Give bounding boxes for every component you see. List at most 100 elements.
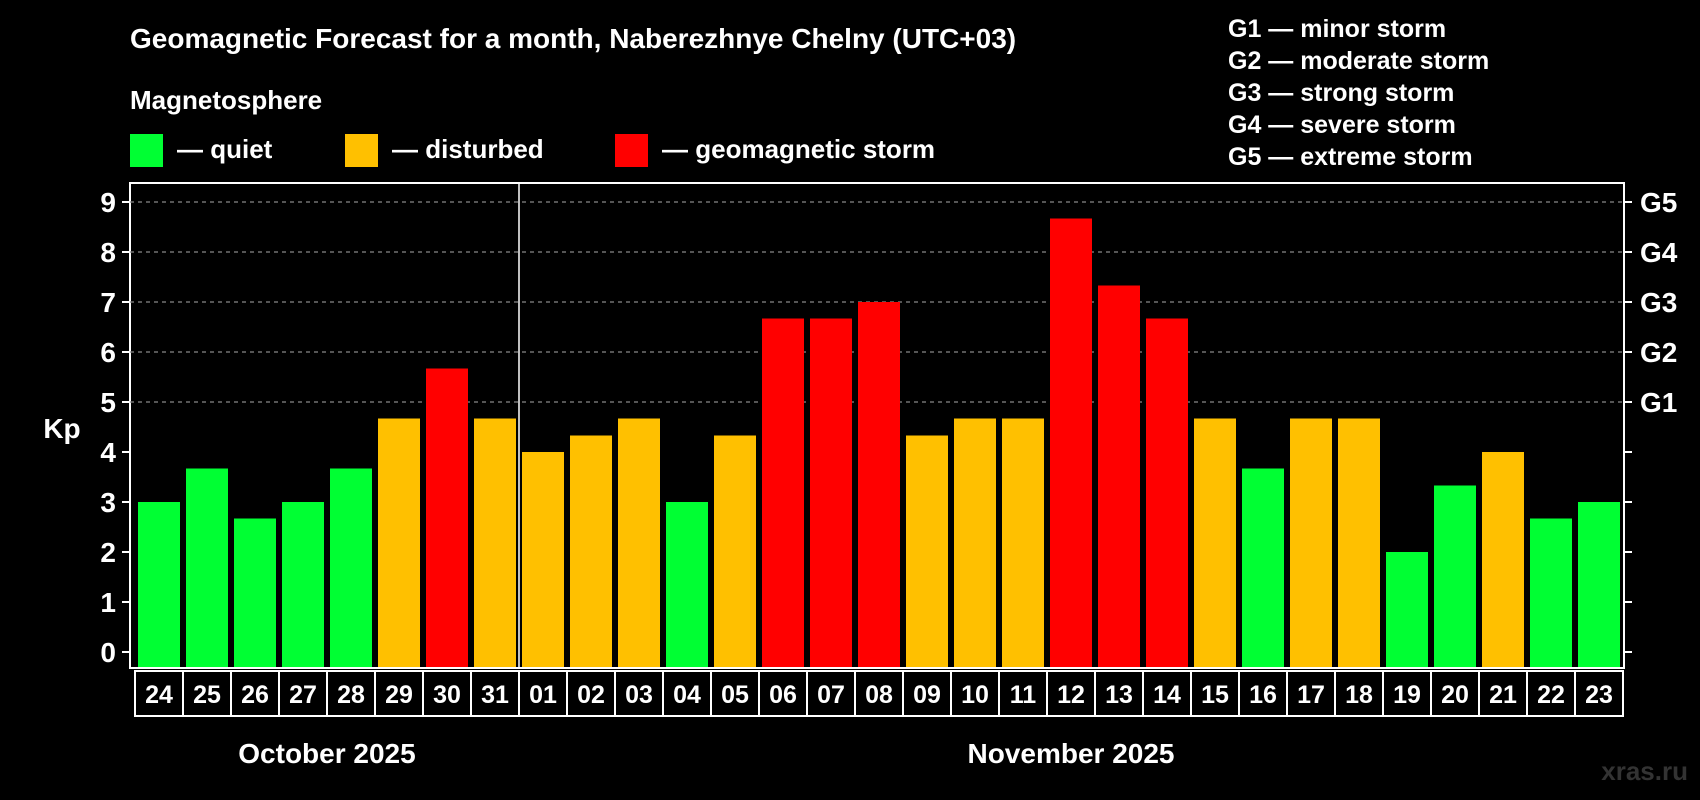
x-tick-label: 27 [289, 681, 317, 709]
x-tick-label: 24 [145, 681, 173, 709]
bar-04 [666, 502, 708, 667]
y-tick-label: 8 [100, 237, 116, 268]
bar-07 [810, 318, 852, 667]
plot-frame [129, 182, 1625, 669]
legend-label-storm: — geomagnetic storm [662, 134, 935, 164]
legend-swatch-storm [615, 134, 648, 167]
x-tick-label: 20 [1441, 681, 1469, 709]
bar-12 [1050, 218, 1092, 667]
x-tick-label: 03 [625, 681, 653, 709]
right-axis-label: G2 [1640, 337, 1677, 368]
legend-label-quiet: — quiet [177, 134, 273, 164]
storm-scale-item: G5 — extreme storm [1228, 143, 1473, 171]
bar-20 [1434, 485, 1476, 667]
x-tick-label: 09 [913, 681, 941, 709]
bar-30 [426, 368, 468, 667]
storm-scale-list: G1 — minor storm G2 — moderate storm G3 — … [1228, 15, 1489, 171]
bar-06 [762, 318, 804, 667]
right-axis-label: G3 [1640, 287, 1677, 318]
x-tick-label: 07 [817, 681, 845, 709]
storm-scale-item: G2 — moderate storm [1228, 47, 1489, 75]
bar-28 [330, 468, 372, 667]
x-tick-label: 10 [961, 681, 989, 709]
watermark: xras.ru [1601, 756, 1688, 786]
x-tick-label: 17 [1297, 681, 1325, 709]
x-tick-label: 06 [769, 681, 797, 709]
y-tick-label: 1 [100, 587, 116, 618]
bar-17 [1290, 418, 1332, 667]
bar-24 [138, 502, 180, 667]
storm-scale-item: G3 — strong storm [1228, 79, 1454, 107]
bar-21 [1482, 452, 1524, 667]
x-tick-label: 26 [241, 681, 269, 709]
x-tick-label: 21 [1489, 681, 1517, 709]
x-tick-label: 05 [721, 681, 749, 709]
legend-heading: Magnetosphere [130, 85, 322, 115]
x-tick-label: 15 [1201, 681, 1229, 709]
x-tick-label: 04 [673, 681, 701, 709]
bar-19 [1386, 552, 1428, 667]
storm-scale-item: G4 — severe storm [1228, 111, 1456, 139]
bar-14 [1146, 318, 1188, 667]
month-label: November 2025 [967, 738, 1174, 769]
x-tick-label: 12 [1057, 681, 1085, 709]
bar-27 [282, 502, 324, 667]
x-tick-label: 25 [193, 681, 221, 709]
chart-title: Geomagnetic Forecast for a month, Nabere… [130, 23, 1016, 54]
legend-swatch-disturbed [345, 134, 378, 167]
x-tick-label: 13 [1105, 681, 1133, 709]
x-tick-label: 08 [865, 681, 893, 709]
bar-25 [186, 468, 228, 667]
bar-02 [570, 435, 612, 667]
bar-09 [906, 435, 948, 667]
x-tick-label: 29 [385, 681, 413, 709]
x-tick-label: 23 [1585, 681, 1613, 709]
x-tick-label: 11 [1010, 681, 1037, 709]
bar-26 [234, 518, 276, 667]
y-tick-label: 7 [100, 287, 116, 318]
right-axis-label: G1 [1640, 387, 1677, 418]
bar-15 [1194, 418, 1236, 667]
bar-29 [378, 418, 420, 667]
right-axis-label: G4 [1640, 237, 1678, 268]
y-tick-label: 4 [100, 437, 116, 468]
bar-08 [858, 302, 900, 667]
bar-03 [618, 418, 660, 667]
day-strip [134, 670, 1624, 717]
right-axis-label: G5 [1640, 187, 1677, 218]
storm-scale-item: G1 — minor storm [1228, 15, 1446, 43]
x-tick-label: 31 [481, 681, 509, 709]
bar-01 [522, 452, 564, 667]
legend: — quiet — disturbed — geomagnetic storm [130, 134, 935, 167]
y-tick-label: 0 [100, 637, 116, 668]
x-tick-label: 30 [433, 681, 461, 709]
x-tick-label: 14 [1153, 681, 1181, 709]
x-tick-label: 16 [1249, 681, 1277, 709]
y-tick-label: 9 [100, 187, 116, 218]
bar-11 [1002, 418, 1044, 667]
x-tick-label: 01 [529, 681, 557, 709]
x-tick-label: 28 [337, 681, 365, 709]
x-tick-label: 19 [1393, 681, 1421, 709]
bar-18 [1338, 418, 1380, 667]
bar-22 [1530, 518, 1572, 667]
y-axis-label: Kp [43, 413, 80, 444]
x-tick-label: 02 [577, 681, 605, 709]
month-label: October 2025 [238, 738, 415, 769]
legend-swatch-quiet [130, 134, 163, 167]
y-tick-label: 3 [100, 487, 116, 518]
y-tick-label: 6 [100, 337, 116, 368]
bar-23 [1578, 502, 1620, 667]
x-tick-label: 18 [1345, 681, 1373, 709]
legend-label-disturbed: — disturbed [392, 134, 544, 164]
bar-10 [954, 418, 996, 667]
y-tick-label: 2 [100, 537, 116, 568]
y-tick-label: 5 [100, 387, 116, 418]
bar-16 [1242, 468, 1284, 667]
bar-31 [474, 418, 516, 667]
x-tick-label: 22 [1537, 681, 1565, 709]
bar-13 [1098, 285, 1140, 667]
bar-05 [714, 435, 756, 667]
